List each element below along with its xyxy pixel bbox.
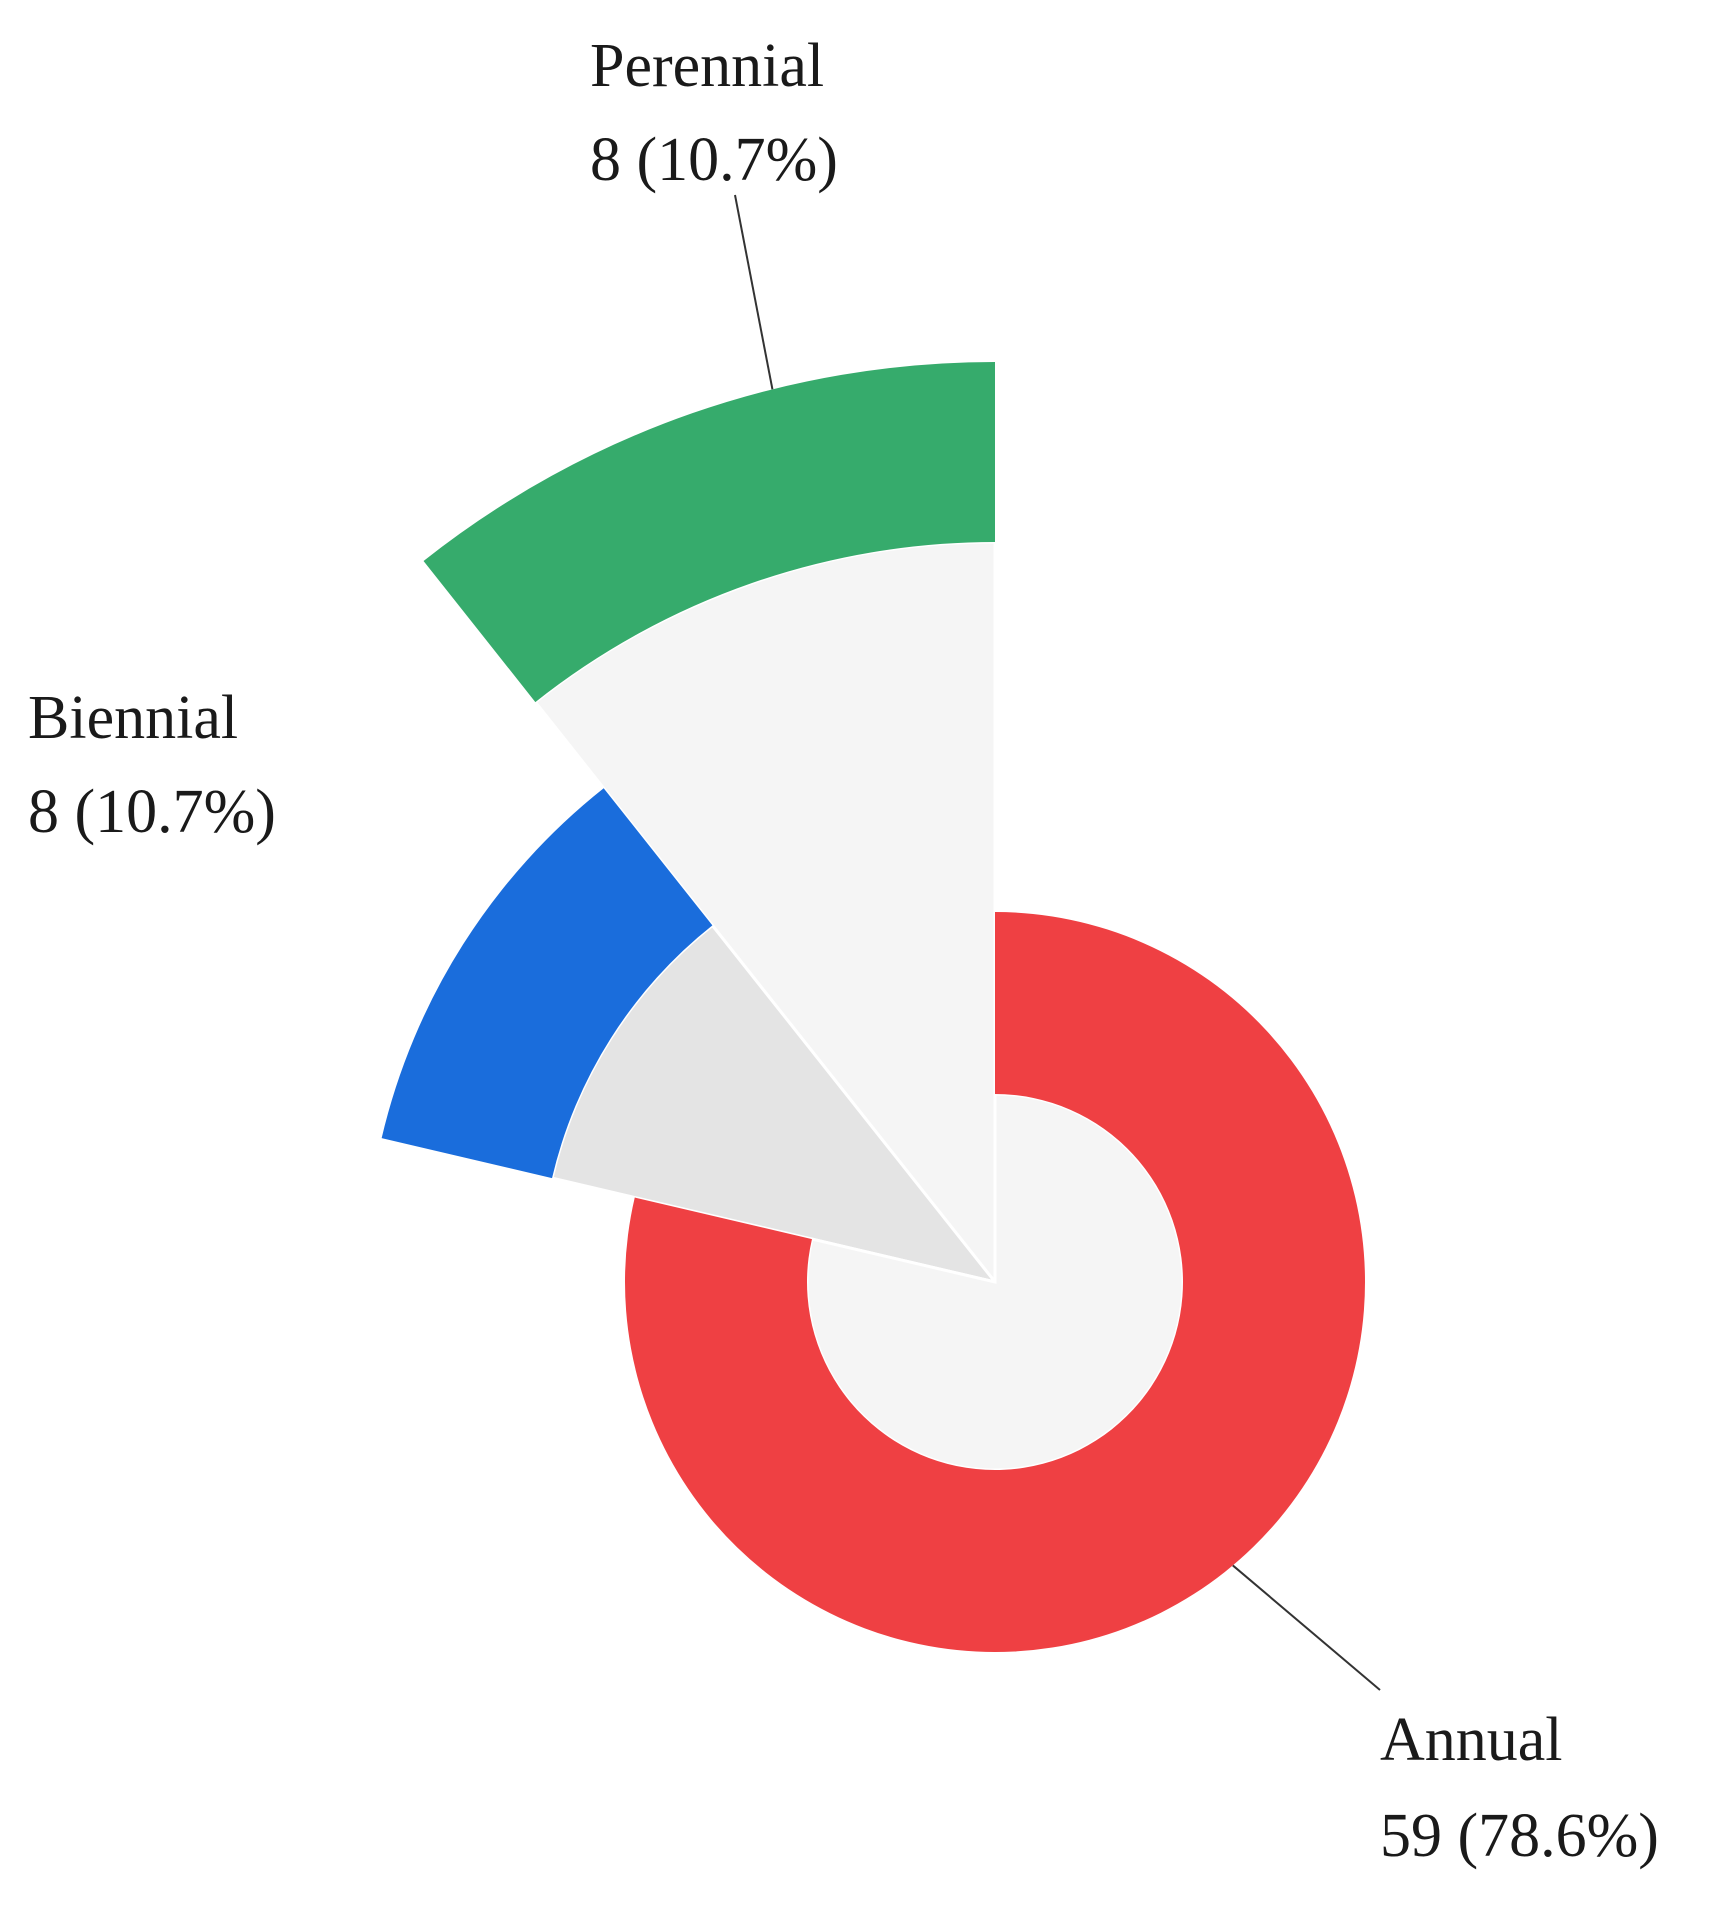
slice-annual — [625, 912, 1365, 1653]
leader-line-annual — [1232, 1564, 1381, 1691]
slice-rings — [381, 362, 1365, 1653]
slice-label-perennial-name: Perennial — [590, 32, 824, 100]
slice-label-annual-value: 59 (78.6%) — [1380, 1802, 1659, 1870]
slice-perennial — [423, 362, 995, 703]
slice-label-biennial-value: 8 (10.7%) — [28, 778, 276, 846]
leader-lines — [734, 194, 1381, 1691]
inner-fill-perennial — [533, 540, 997, 1287]
leader-line-perennial — [734, 194, 774, 390]
slice-label-annual-name: Annual — [1380, 1706, 1563, 1774]
slice-biennial — [381, 788, 713, 1179]
slice-label-biennial-name: Biennial — [28, 684, 238, 752]
slice-label-perennial-value: 8 (10.7%) — [590, 126, 838, 194]
inner-fills — [533, 540, 1185, 1472]
